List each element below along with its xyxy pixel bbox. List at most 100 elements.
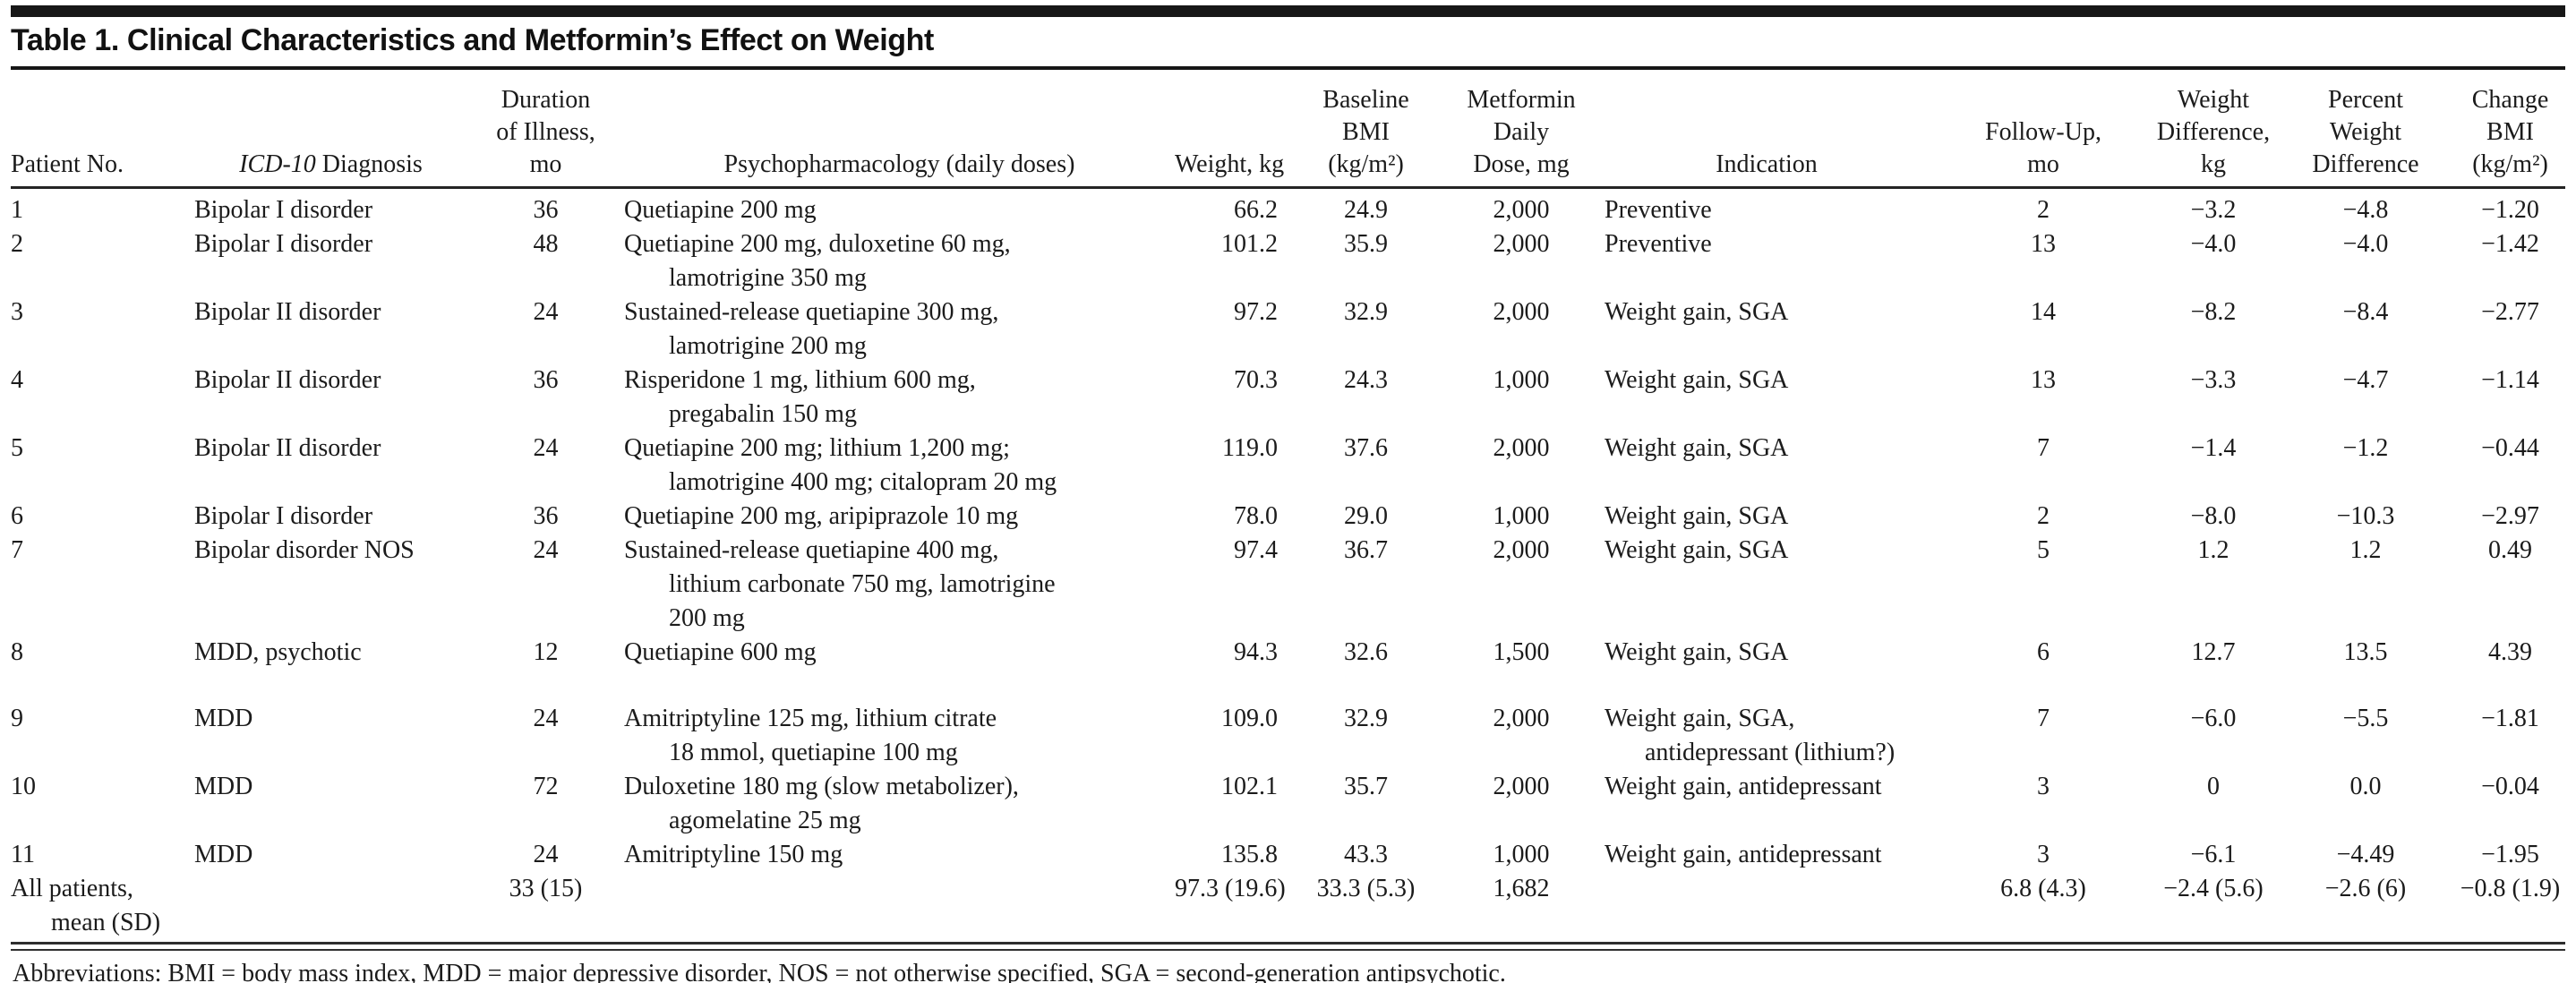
cell-patient: 10 (11, 773, 36, 800)
cell-indication: Weight gain, antidepressant (1605, 841, 1882, 868)
cell-pctdiff: −4.7 (2342, 366, 2389, 394)
table-row: 8 MDD, psychotic 12 Quetiapine 600 mg 94.3 32… (11, 636, 2565, 702)
col-header-change-bmi: Change BMI (kg/m²) (2455, 70, 2565, 189)
cell-diagnosis: MDD (194, 773, 253, 800)
table-row: 1 Bipolar I disorder 36 Quetiapine 200 mg 66… (11, 188, 2565, 228)
cell-wdiff: −8.2 (2190, 298, 2237, 326)
cell-bmi: 32.6 (1344, 638, 1388, 666)
col-header-baseline-bmi: Baseline BMI (kg/m²) (1287, 70, 1445, 189)
cell-weight: 101.2 (1221, 230, 1278, 258)
cell-weight: 109.0 (1221, 705, 1278, 732)
cell-patient: 1 (11, 196, 23, 224)
cell-diagnosis: MDD, psychotic (194, 638, 362, 666)
cell-diagnosis: Bipolar I disorder (194, 196, 373, 224)
cell-patient: 3 (11, 298, 23, 326)
cell-indication: Weight gain, SGA (1605, 536, 1789, 564)
cell-weight: 97.2 (1234, 298, 1278, 326)
table-row: 10 MDD 72 Duloxetine 180 mg (slow metaboliz… (11, 770, 2565, 838)
cell-dose: 1,000 (1493, 841, 1550, 868)
cell-diagnosis: Bipolar II disorder (194, 298, 381, 326)
cell-psychopharm: Risperidone 1 mg, lithium 600 mg, pregab… (624, 366, 976, 428)
cell-indication: Weight gain, SGA, antidepressant (lithiu… (1605, 705, 1896, 766)
cell-dose: 2,000 (1493, 705, 1550, 732)
cell-bmi: 33.3 (5.3) (1316, 875, 1416, 902)
cell-duration: 36 (533, 196, 559, 224)
cell-pctdiff: −4.8 (2342, 196, 2389, 224)
cell-bmi: 35.9 (1344, 230, 1388, 258)
cell-wdiff: −4.0 (2190, 230, 2237, 258)
cell-patient: 2 (11, 230, 23, 258)
cell-psychopharm: Sustained-release quetiapine 400 mg, lit… (624, 536, 1056, 632)
cell-wdiff: −2.4 (5.6) (2163, 875, 2264, 902)
cell-duration: 36 (533, 502, 559, 530)
cell-patient: 6 (11, 502, 23, 530)
cell-bmi: 35.7 (1344, 773, 1388, 800)
col-header-percent-weight-difference: Percent Weight Difference (2276, 70, 2455, 189)
cell-weight: 94.3 (1234, 638, 1278, 666)
cell-diagnosis (194, 872, 467, 940)
cell-bmi: 24.3 (1344, 366, 1388, 394)
cell-bmi: 37.6 (1344, 434, 1388, 462)
cell-followup: 13 (2031, 366, 2056, 394)
cell-dose: 1,682 (1493, 875, 1550, 902)
cell-wdiff: −3.3 (2190, 366, 2237, 394)
cell-followup: 14 (2031, 298, 2056, 326)
cell-followup: 3 (2037, 773, 2050, 800)
cell-wdiff: −6.0 (2190, 705, 2237, 732)
cell-duration: 24 (533, 841, 559, 868)
table-row: 11 MDD 24 Amitriptyline 150 mg 135.8 43.3 1,00… (11, 838, 2565, 872)
cell-dose: 2,000 (1493, 196, 1550, 224)
cell-followup: 3 (2037, 841, 2050, 868)
cell-wdiff: −6.1 (2190, 841, 2237, 868)
cell-pctdiff: −4.49 (2336, 841, 2395, 868)
cell-duration: 72 (533, 773, 559, 800)
header-row: Patient No. ICD-10 Diagnosis Duration of… (11, 70, 2565, 189)
cell-patient: 7 (11, 536, 23, 564)
cell-bmichange: −1.20 (2481, 196, 2539, 224)
cell-followup: 13 (2031, 230, 2056, 258)
cell-bmichange: −2.77 (2481, 298, 2539, 326)
cell-psychopharm: Quetiapine 200 mg, aripiprazole 10 mg (624, 502, 1019, 530)
cell-psychopharm: Quetiapine 200 mg, duloxetine 60 mg, lam… (624, 230, 1011, 292)
cell-pctdiff: −5.5 (2342, 705, 2389, 732)
abbreviations-note: Abbreviations: BMI = body mass index, MD… (13, 960, 1506, 983)
cell-pctdiff: −8.4 (2342, 298, 2389, 326)
cell-psychopharm: Sustained-release quetiapine 300 mg, lam… (624, 298, 999, 360)
cell-dose: 2,000 (1493, 298, 1550, 326)
icd-10-italic: ICD-10 (239, 150, 316, 178)
cell-indication: Weight gain, SGA (1605, 366, 1789, 394)
cell-duration: 24 (533, 705, 559, 732)
cell-weight: 135.8 (1221, 841, 1278, 868)
cell-weight: 70.3 (1234, 366, 1278, 394)
cell-duration: 24 (533, 434, 559, 462)
col-header-duration: Duration of Illness, mo (467, 70, 624, 189)
cell-weight: 102.1 (1221, 773, 1278, 800)
cell-weight: 119.0 (1222, 434, 1278, 462)
col-header-icd-diagnosis: ICD-10 Diagnosis (194, 70, 467, 189)
cell-followup: 7 (2037, 434, 2050, 462)
cell-bmichange: −1.14 (2481, 366, 2539, 394)
cell-followup: 5 (2037, 536, 2050, 564)
footnote-top-rule (11, 942, 2565, 951)
table-row: 5 Bipolar II disorder 24 Quetiapine 200 mg;… (11, 432, 2565, 500)
cell-pctdiff: −2.6 (6) (2324, 875, 2407, 902)
cell-weight: 66.2 (1234, 196, 1278, 224)
cell-patient: 5 (11, 434, 23, 462)
cell-diagnosis: Bipolar I disorder (194, 502, 373, 530)
clinical-characteristics-table: Patient No. ICD-10 Diagnosis Duration of… (11, 70, 2565, 940)
cell-diagnosis: Bipolar disorder NOS (194, 536, 415, 564)
cell-diagnosis: Bipolar II disorder (194, 366, 381, 394)
cell-psychopharm: Duloxetine 180 mg (slow metabolizer), ag… (624, 773, 1019, 834)
cell-bmichange: −1.95 (2481, 841, 2539, 868)
cell-indication: Weight gain, SGA (1605, 298, 1789, 326)
cell-wdiff: 12.7 (2191, 638, 2236, 666)
cell-followup: 6 (2037, 638, 2050, 666)
cell-bmichange: −1.42 (2481, 230, 2539, 258)
cell-duration: 36 (533, 366, 559, 394)
cell-bmi: 32.9 (1344, 705, 1388, 732)
cell-pctdiff: 13.5 (2343, 638, 2388, 666)
col-header-weight: Weight, kg (1175, 70, 1287, 189)
cell-patient: 9 (11, 705, 23, 732)
cell-duration: 24 (533, 298, 559, 326)
